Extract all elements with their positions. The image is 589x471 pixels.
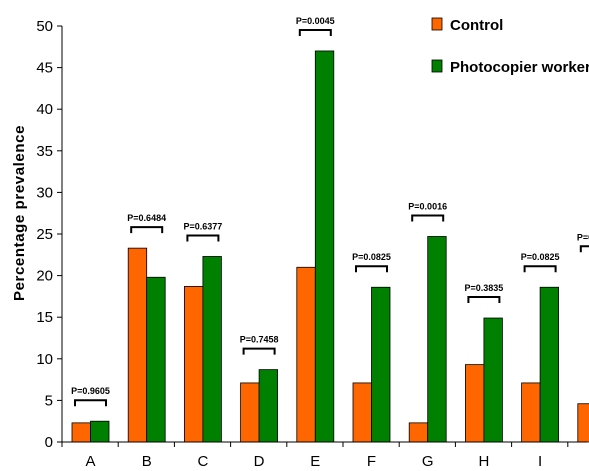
- p-value-label: P=0.0162: [577, 232, 589, 242]
- legend-label: Control: [450, 17, 503, 34]
- bar-control: [408, 422, 429, 443]
- significance-bracket: [467, 296, 501, 304]
- bar-control: [127, 247, 148, 443]
- x-category-label: E: [310, 453, 320, 470]
- bar-photocopier-workers: [258, 369, 279, 443]
- bar-photocopier-workers: [314, 50, 335, 443]
- legend-label: Photocopier workers: [450, 59, 589, 76]
- x-category-label: H: [478, 453, 489, 470]
- bar-photocopier-workers: [202, 256, 222, 443]
- significance-bracket: [242, 347, 276, 355]
- y-tick-label: 15: [36, 309, 53, 326]
- bar-photocopier-workers: [483, 317, 503, 443]
- bar-control: [71, 422, 91, 443]
- bars: [71, 50, 589, 443]
- bar-photocopier-workers: [427, 236, 447, 443]
- significance-bracket: [74, 399, 107, 407]
- significance-bracket: [186, 234, 220, 242]
- significance-bracket: [355, 265, 388, 273]
- y-tick-label: 25: [36, 226, 53, 243]
- y-tick-label: 5: [45, 392, 53, 409]
- x-axis: ABCDEFGHIJ: [61, 441, 587, 470]
- p-value-label: P=0.0825: [521, 252, 560, 262]
- y-axis: 0 5 10 15 20 25 30 35 40 45 50: [36, 18, 63, 451]
- bar-control: [352, 382, 372, 443]
- significance-bracket: [523, 265, 557, 273]
- y-tick-label: 0: [45, 434, 53, 451]
- significance-brackets: P=0.9605 P=0.6484 P=0.6377 P=0.7458 P=0.0045…: [71, 16, 589, 407]
- y-tick-label: 10: [36, 351, 53, 368]
- x-category-label: F: [367, 453, 376, 470]
- bar-control: [577, 403, 589, 443]
- x-category-label: A: [85, 453, 95, 470]
- bar-control: [464, 364, 485, 443]
- p-value-label: P=0.0016: [408, 201, 447, 211]
- legend-swatch: [431, 59, 443, 73]
- p-value-label: P=0.6484: [127, 213, 166, 223]
- y-tick-label: 45: [36, 60, 53, 77]
- bar-control: [296, 266, 316, 443]
- p-value-label: P=0.6377: [184, 221, 223, 231]
- y-tick-label: 50: [36, 18, 53, 35]
- significance-bracket: [130, 226, 164, 234]
- p-value-label: P=0.0825: [352, 252, 391, 262]
- bar-photocopier-workers: [90, 420, 110, 443]
- significance-bracket: [298, 28, 332, 36]
- bar-control: [183, 286, 204, 443]
- bar-photocopier-workers: [371, 286, 391, 443]
- bar-photocopier-workers: [539, 286, 559, 443]
- bar-photocopier-workers: [146, 276, 166, 443]
- p-value-label: P=0.3835: [465, 283, 504, 293]
- y-axis-label: Percentage prevalence: [11, 125, 28, 301]
- significance-bracket: [411, 214, 445, 222]
- legend: Control Photocopier workers: [431, 17, 589, 76]
- x-category-label: B: [142, 453, 152, 470]
- legend-swatch: [431, 17, 443, 31]
- bar-control: [240, 382, 260, 443]
- significance-bracket: [579, 245, 589, 253]
- bar-control: [521, 382, 541, 443]
- y-tick-label: 20: [36, 268, 53, 285]
- y-tick-label: 40: [36, 101, 53, 118]
- y-tick-label: 35: [36, 143, 53, 160]
- y-tick-label: 30: [36, 184, 53, 201]
- p-value-label: P=0.9605: [71, 386, 110, 396]
- p-value-label: P=0.7458: [240, 335, 279, 345]
- x-category-label: C: [197, 453, 208, 470]
- x-category-label: I: [538, 453, 542, 470]
- p-value-label: P=0.0045: [296, 16, 335, 26]
- x-category-label: D: [254, 453, 265, 470]
- x-category-label: G: [422, 453, 434, 470]
